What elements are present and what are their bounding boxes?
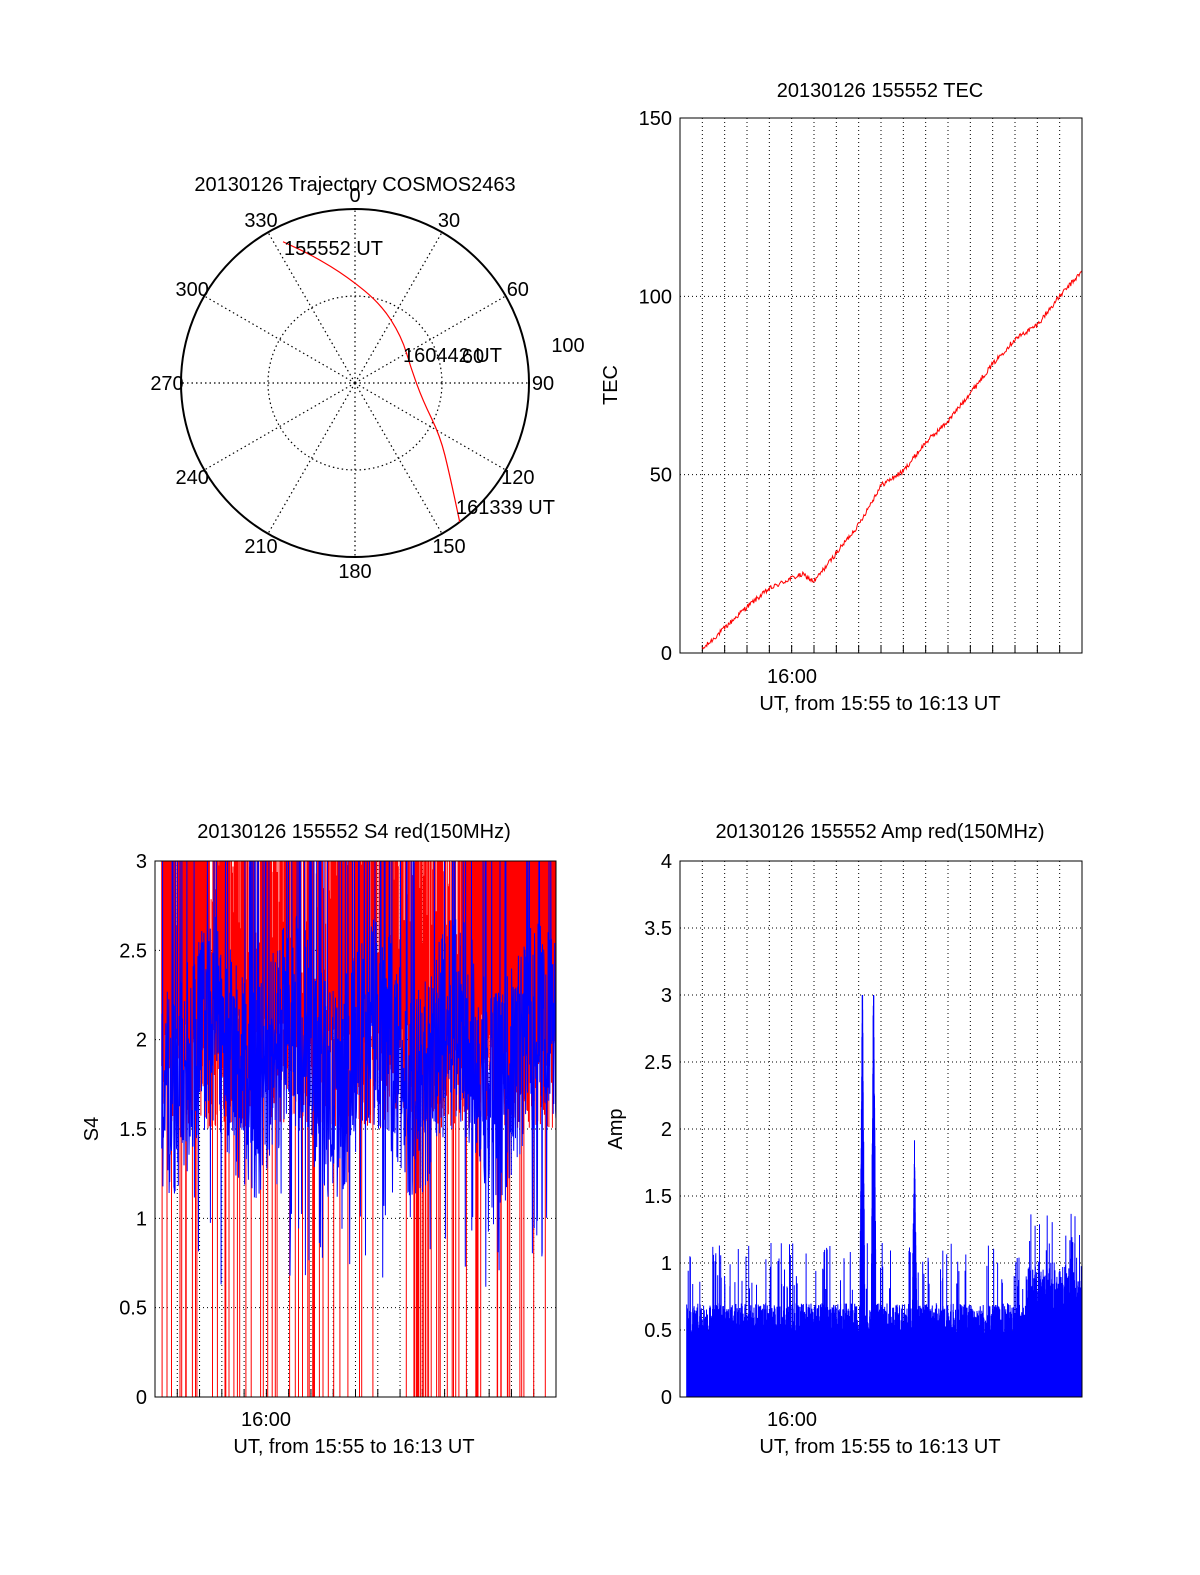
s4-y-ticks: 0 0.5 1 1.5 2 2.5 3 [119,851,147,1409]
s4-ytick-label: 3 [136,851,147,873]
amp-ytick-label: 3 [661,985,672,1007]
polar-spoke [354,232,443,384]
azimuth-label: 210 [244,536,277,558]
tec-ytick-label: 50 [650,465,672,487]
azimuth-label: 150 [432,536,465,558]
amp-grid [680,861,1082,1397]
tec-xtick-1600: 16:00 [767,666,817,688]
tec-series-line [701,270,1083,650]
polar-spoke [354,382,506,471]
polar-spoke [354,382,443,534]
polar-outer-circle [180,208,530,558]
s4-ytick-label: 2.5 [119,940,147,962]
tec-ylabel: TEC [600,365,622,405]
tec-y-ticks: 0 50 100 150 [639,108,672,665]
azimuth-labels: 0 30 60 90 120 150 180 210 240 270 300 330 [150,185,554,583]
s4-ytick-label: 0 [136,1387,147,1409]
s4-ylabel: S4 [81,1117,103,1141]
amp-ytick-label: 2 [661,1119,672,1141]
amp-ytick-label: 0.5 [644,1320,672,1342]
s4-plot-frame [154,860,557,1398]
tec-panel: 20130126 155552 TEC TEC 16:00 UT, from 1… [600,80,1083,715]
s4-ytick-label: 0.5 [119,1298,147,1320]
polar-spoke [204,295,356,384]
azimuth-label: 90 [532,373,554,395]
amp-series [686,995,1083,1397]
azimuth-label: 270 [150,373,183,395]
polar-spoke [267,382,356,534]
amp-ytick-label: 1.5 [644,1186,672,1208]
ring-label-60: 60 [462,346,484,368]
s4-xlabel: UT, from 15:55 to 16:13 UT [233,1436,474,1458]
tec-ytick-label: 150 [639,108,672,130]
azimuth-label: 60 [507,279,529,301]
azimuth-label: 180 [338,561,371,583]
azimuth-label: 120 [501,467,534,489]
azimuth-label: 330 [244,210,277,232]
tec-ytick-label: 0 [661,643,672,665]
trajectory-title: 20130126 Trajectory COSMOS2463 [194,174,515,196]
polar-spoke [204,382,356,471]
amp-blue-series [686,995,1083,1397]
amp-y-ticks: 0 0.5 1 1.5 2 2.5 3 3.5 4 [644,851,672,1409]
amp-xtick-1600: 16:00 [767,1409,817,1431]
amp-panel: 20130126 155552 Amp red(150MHz) Amp 16:0… [605,821,1083,1458]
tec-plot-frame [679,117,1083,654]
trajectory-track [282,241,461,523]
track-label-mid: 160442 UT [403,345,502,367]
ring-label-100: 100 [551,335,584,357]
amp-ytick-label: 1 [661,1253,672,1275]
amp-title: 20130126 155552 Amp red(150MHz) [715,821,1044,843]
amp-ytick-label: 3.5 [644,918,672,940]
azimuth-label: 240 [175,467,208,489]
azimuth-label: 30 [438,210,460,232]
s4-ytick-label: 1 [136,1208,147,1230]
amp-plot-frame [679,860,1083,1398]
s4-title: 20130126 155552 S4 red(150MHz) [197,821,511,843]
amp-ytick-label: 0 [661,1387,672,1409]
s4-ytick-label: 2 [136,1030,147,1052]
trajectory-panel: 20130126 Trajectory COSMOS2463 0 30 60 90 12… [150,174,584,583]
s4-ytick-label: 1.5 [119,1119,147,1141]
polar-grid [180,208,530,558]
polar-spoke [354,295,506,384]
tec-xlabel: UT, from 15:55 to 16:13 UT [759,693,1000,715]
amp-ytick-label: 2.5 [644,1052,672,1074]
polar-spoke [267,232,356,384]
tec-title: 20130126 155552 TEC [777,80,983,102]
s4-panel: 20130126 155552 S4 red(150MHz) S4 16:00 … [81,821,557,1458]
tec-ytick-label: 100 [639,286,672,308]
amp-ytick-label: 4 [661,851,672,873]
azimuth-label: 300 [175,279,208,301]
s4-series [161,860,557,1397]
s4-blue-series [161,860,557,1287]
track-label-end: 161339 UT [456,497,555,519]
s4-xtick-1600: 16:00 [241,1409,291,1431]
track-label-start: 155552 UT [284,238,383,260]
amp-xlabel: UT, from 15:55 to 16:13 UT [759,1436,1000,1458]
tec-grid [680,118,1082,653]
azimuth-label: 0 [349,185,360,207]
amp-ylabel: Amp [605,1108,627,1149]
